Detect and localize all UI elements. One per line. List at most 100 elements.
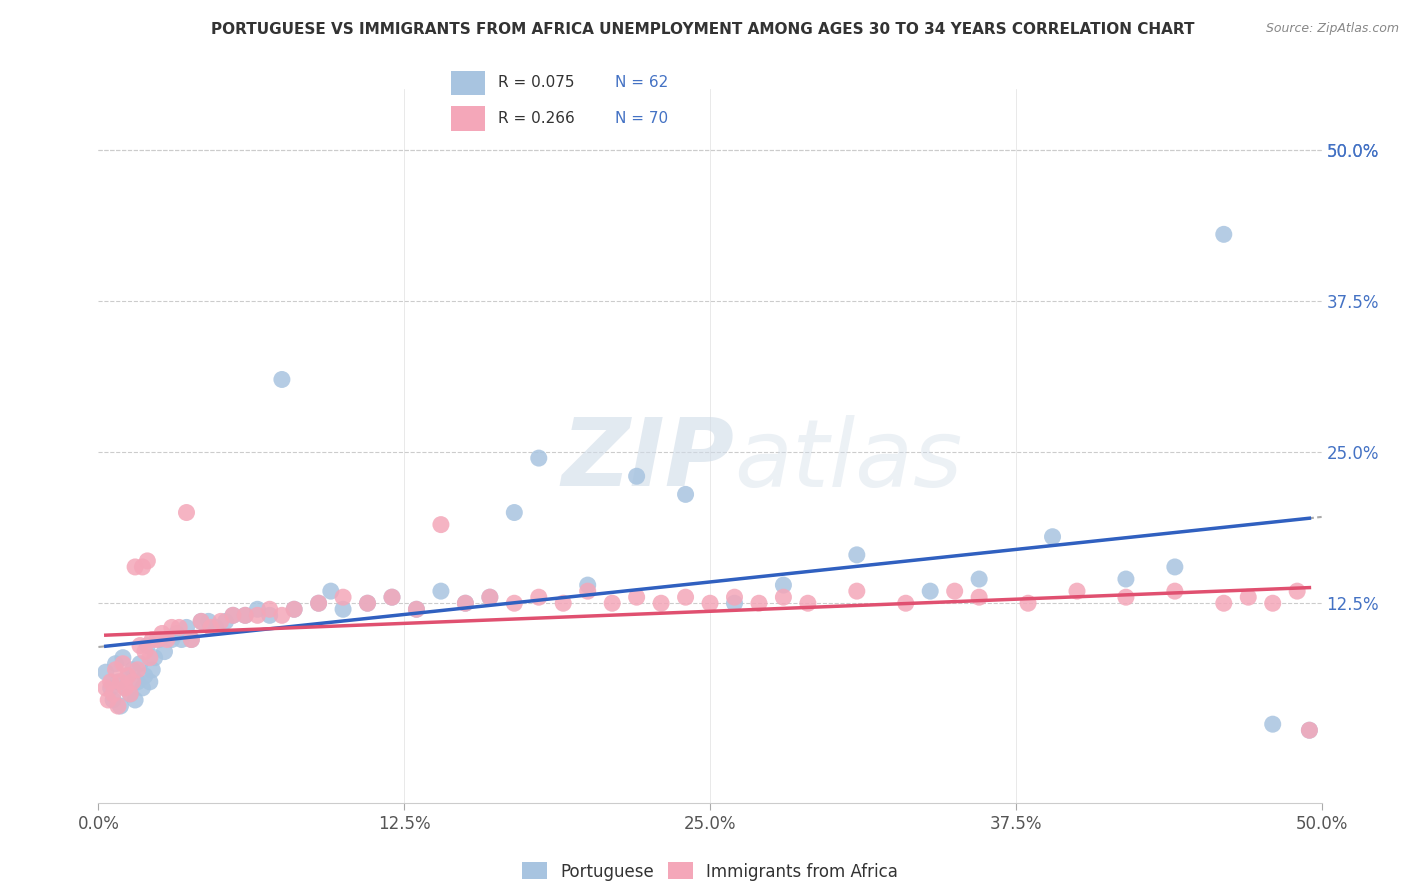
Point [454,596,477,610]
Point [332,602,354,616]
Point [1212,227,1234,242]
Point [129,657,152,671]
Point [124,693,146,707]
Point [200,620,222,634]
Point [1115,590,1137,604]
Point [675,590,697,604]
Point [1298,723,1320,738]
Point [430,517,453,532]
Text: PORTUGUESE VS IMMIGRANTS FROM AFRICA UNEMPLOYMENT AMONG AGES 30 TO 34 YEARS CORR: PORTUGUESE VS IMMIGRANTS FROM AFRICA UNE… [211,22,1195,37]
Point [332,590,354,604]
Point [920,584,942,599]
Point [967,572,990,586]
Point [214,615,236,629]
Point [110,699,132,714]
Legend: Portuguese, Immigrants from Africa: Portuguese, Immigrants from Africa [516,855,904,888]
Point [121,674,143,689]
Point [94,665,117,680]
Point [772,590,794,604]
Point [233,608,256,623]
Point [772,578,794,592]
Point [131,560,153,574]
Point [319,584,342,599]
Point [156,632,179,647]
Point [527,590,550,604]
Point [197,615,219,629]
Point [1286,584,1309,599]
Point [259,608,281,623]
Point [626,469,648,483]
Point [356,596,378,610]
Point [146,632,169,647]
Point [100,674,122,689]
Point [114,681,136,695]
Point [222,608,245,623]
Point [107,699,129,714]
Point [1298,723,1320,738]
Point [259,602,281,616]
Point [356,596,378,610]
Point [1017,596,1039,610]
Point [246,602,269,616]
Point [139,650,162,665]
Point [149,632,172,647]
Point [405,602,427,616]
Point [131,681,153,695]
Point [478,590,501,604]
Text: Source: ZipAtlas.com: Source: ZipAtlas.com [1265,22,1399,36]
Point [170,632,193,647]
Point [576,578,599,592]
Point [308,596,330,610]
Point [180,632,202,647]
Point [209,615,232,629]
Point [136,554,159,568]
Point [153,645,176,659]
Point [205,620,228,634]
Point [222,608,245,623]
Text: R = 0.075: R = 0.075 [498,76,574,90]
Text: N = 70: N = 70 [614,111,668,126]
Point [381,590,404,604]
Point [141,632,163,647]
Point [101,693,124,707]
Point [600,596,623,610]
Point [626,590,648,604]
Point [167,620,190,634]
Point [104,663,127,677]
Point [748,596,770,610]
Point [129,639,152,653]
Point [503,596,526,610]
Point [283,602,305,616]
Point [134,669,156,683]
Point [1261,596,1284,610]
Point [246,608,269,623]
Point [141,663,163,677]
Point [166,626,188,640]
Point [650,596,672,610]
Point [283,602,305,616]
Text: R = 0.266: R = 0.266 [498,111,574,126]
Point [180,632,202,647]
Text: N = 62: N = 62 [614,76,668,90]
Point [1164,560,1187,574]
Point [576,584,599,599]
Point [150,626,173,640]
Point [127,663,149,677]
Point [117,669,139,683]
Point [101,687,124,701]
Point [120,687,142,701]
Point [1042,530,1064,544]
Point [845,548,868,562]
Point [894,596,917,610]
Point [503,506,526,520]
Point [143,650,166,665]
Point [270,608,294,623]
Point [1115,572,1137,586]
Point [478,590,501,604]
Point [97,693,120,707]
Point [117,669,139,683]
Point [943,584,966,599]
Point [111,650,134,665]
Point [104,657,127,671]
Point [553,596,575,610]
